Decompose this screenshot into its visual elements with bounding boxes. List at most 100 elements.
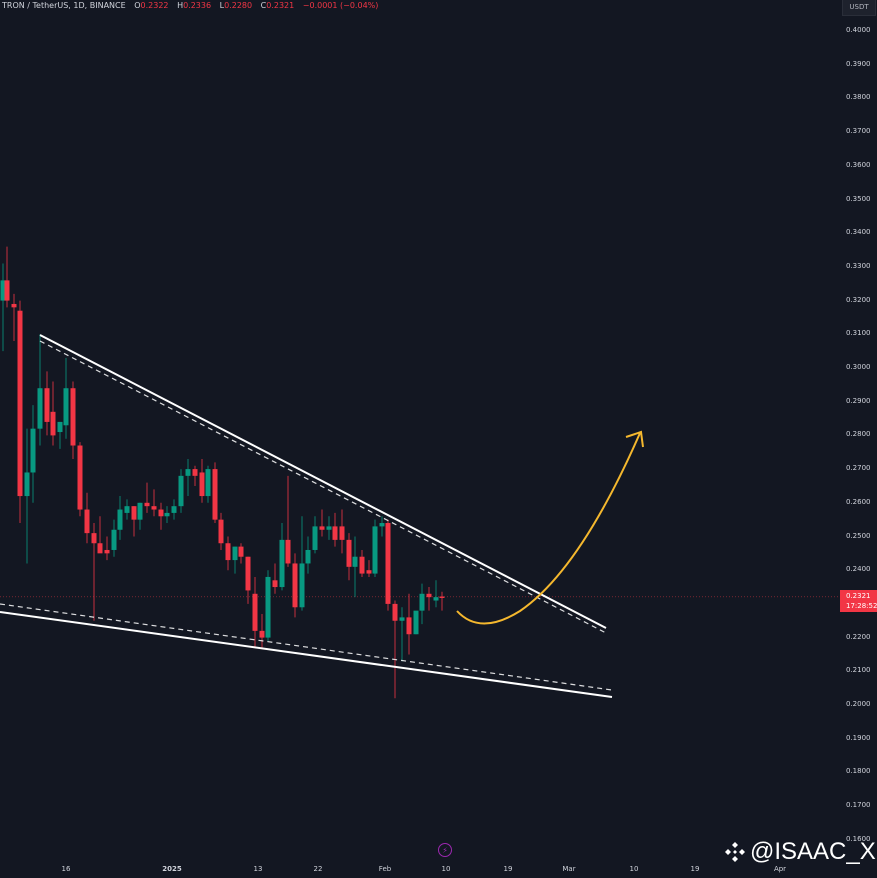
current-price: 0.2321 [846, 592, 871, 600]
price-tick: 0.2600 [846, 497, 871, 506]
high-value: 0.2336 [183, 1, 212, 10]
candle-body [279, 539, 285, 588]
price-tick: 0.2000 [846, 700, 871, 708]
candle-body [232, 546, 238, 561]
candle-body [70, 388, 76, 446]
candle-body [419, 593, 425, 611]
low-label: L [219, 1, 225, 10]
candle-body [392, 603, 398, 621]
price-tick: 0.1900 [846, 733, 871, 742]
currency-label[interactable]: USDT [842, 0, 876, 16]
candle-body [312, 526, 318, 550]
time-tick: 22 [313, 865, 323, 873]
candle-body [346, 539, 352, 567]
candle-body [212, 469, 218, 520]
price-tick: 0.2900 [846, 396, 871, 405]
channel-dashed-line[interactable] [0, 603, 613, 691]
close-label: C [260, 1, 267, 10]
candle-body [399, 617, 405, 621]
symbol-legend: TRON / TetherUS, 1D, BINANCE O0.2322 H0.… [2, 1, 378, 10]
time-tick: Feb [378, 865, 392, 873]
current-price-tag: 0.2321 17:28:52 [840, 590, 877, 612]
candle-body [272, 580, 278, 588]
candle-body [164, 512, 170, 517]
candle-body [50, 411, 56, 436]
candle-body [185, 469, 191, 476]
channel-dashed-line[interactable] [39, 340, 607, 634]
watermark: @ISAAC_X [724, 838, 876, 866]
high-label: H [177, 1, 184, 10]
time-tick: Mar [562, 865, 576, 873]
candle-body [104, 549, 110, 554]
candle-body [4, 280, 10, 301]
trendline[interactable] [0, 611, 613, 698]
candle-body [151, 506, 157, 510]
candle-body [413, 610, 419, 635]
candle-body [259, 630, 265, 638]
candle-body [205, 469, 211, 497]
price-tick: 0.4000 [846, 26, 871, 34]
candle-body [406, 617, 412, 635]
candle-body [97, 543, 103, 554]
price-tick: 0.3500 [846, 194, 871, 203]
price-tick: 0.3700 [846, 127, 871, 136]
watermark-text: @ISAAC_X [750, 838, 876, 865]
candle-body [91, 533, 97, 544]
price-axis[interactable] [838, 0, 877, 878]
candle-body [111, 529, 117, 550]
candle-body [238, 546, 244, 557]
candle-body [17, 310, 23, 497]
candle-body [0, 280, 6, 301]
time-tick: 10 [629, 865, 639, 873]
candle-body [366, 570, 372, 574]
price-tick: 0.2100 [846, 666, 871, 675]
candle-body [199, 472, 205, 497]
candle-body [171, 506, 177, 513]
candle-body [37, 388, 43, 429]
time-axis[interactable] [0, 838, 838, 878]
candle-body [285, 539, 291, 564]
price-tick: 0.1600 [846, 834, 871, 843]
candle-body [124, 506, 130, 513]
trendline[interactable] [39, 334, 607, 629]
close-value: 0.2321 [266, 1, 295, 10]
time-tick: 16 [61, 865, 71, 873]
candle-body [439, 596, 445, 598]
chart-canvas[interactable] [0, 0, 838, 838]
candle-body [433, 597, 439, 601]
candle-body [24, 472, 30, 497]
candle-body [158, 509, 164, 517]
price-tick: 0.3400 [846, 228, 871, 237]
price-tick: 0.2200 [846, 632, 871, 641]
lightning-icon[interactable]: ⚡ [438, 843, 452, 857]
candlestick-chart[interactable] [0, 0, 838, 838]
candle-body [144, 502, 150, 507]
candle-body [379, 523, 385, 527]
candle-body [192, 469, 198, 476]
candle-body [225, 543, 231, 561]
candle-body [319, 526, 325, 530]
change-value: −0.0001 (−0.04%) [302, 1, 379, 10]
projection-arrow[interactable] [456, 432, 641, 625]
candle-body [305, 549, 311, 564]
candle-body [63, 388, 69, 426]
price-tick: 0.3600 [846, 160, 871, 169]
open-value: 0.2322 [140, 1, 169, 10]
time-tick: 13 [253, 865, 263, 873]
time-tick: 10 [441, 865, 451, 873]
time-tick: 2025 [162, 865, 182, 873]
candle-body [30, 428, 36, 473]
open-label: O [134, 1, 141, 10]
arrowhead-icon [625, 430, 644, 448]
candle-body [218, 519, 224, 544]
candle-body [245, 556, 251, 591]
candle-body [359, 556, 365, 574]
price-tick: 0.1700 [846, 801, 871, 810]
candle-body [131, 506, 137, 520]
candle-body [252, 593, 258, 631]
candle-body [372, 526, 378, 574]
symbol-title[interactable]: TRON / TetherUS, 1D, BINANCE [2, 1, 126, 10]
time-tick: 19 [503, 865, 513, 873]
price-tick: 0.3100 [846, 329, 871, 338]
candle-body [117, 509, 123, 530]
